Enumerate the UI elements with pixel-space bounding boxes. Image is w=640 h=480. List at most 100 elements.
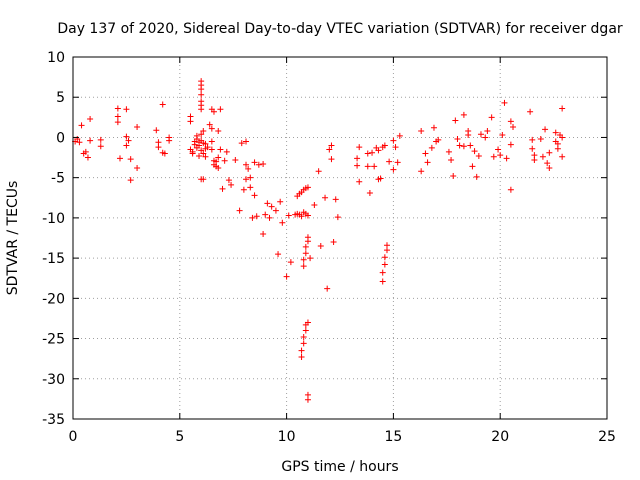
data-point	[371, 163, 378, 170]
data-point	[531, 156, 538, 163]
data-point	[198, 147, 205, 154]
data-point	[97, 136, 104, 143]
data-point	[304, 234, 311, 241]
data-point	[375, 147, 382, 154]
data-point	[450, 173, 457, 180]
data-point	[76, 139, 83, 146]
data-point	[503, 155, 510, 162]
data-point	[539, 153, 546, 160]
data-point	[266, 214, 273, 221]
y-tick-label: -20	[42, 291, 65, 307]
data-point	[424, 159, 431, 166]
data-point	[221, 157, 228, 164]
data-point	[114, 105, 121, 112]
data-point	[467, 142, 474, 149]
data-point	[322, 194, 329, 201]
data-point	[260, 230, 267, 237]
data-point	[390, 137, 397, 144]
data-point	[386, 158, 393, 165]
data-point	[356, 144, 363, 151]
data-point	[317, 243, 324, 250]
data-point	[84, 154, 91, 161]
data-point	[202, 153, 209, 160]
data-point	[268, 203, 275, 210]
data-point	[326, 146, 333, 153]
data-point	[243, 161, 250, 168]
data-point	[302, 243, 309, 250]
x-tick-label: 15	[384, 429, 402, 445]
data-point	[217, 146, 224, 153]
data-point	[255, 161, 262, 168]
data-point	[394, 159, 401, 166]
data-point	[381, 254, 388, 261]
data-point	[240, 186, 247, 193]
data-point	[238, 140, 245, 147]
y-tick-label: -5	[51, 171, 65, 187]
data-point	[206, 121, 213, 128]
data-point	[123, 106, 130, 113]
data-point	[298, 347, 305, 354]
x-tick-label: 25	[598, 429, 616, 445]
data-point	[454, 136, 461, 143]
data-point	[264, 200, 271, 207]
data-point	[452, 117, 459, 124]
data-point	[311, 202, 318, 209]
data-point	[127, 177, 134, 184]
data-point	[125, 137, 132, 144]
data-point	[123, 133, 130, 140]
data-point	[217, 106, 224, 113]
y-tick-label: 5	[56, 90, 65, 106]
data-point	[497, 152, 504, 159]
x-tick-label: 20	[491, 429, 509, 445]
data-point	[251, 192, 258, 199]
y-axis-label: SDTVAR / TECUs	[5, 181, 21, 296]
data-point	[379, 278, 386, 285]
data-points	[72, 78, 566, 403]
data-point	[200, 150, 207, 157]
data-point	[490, 153, 497, 160]
data-point	[196, 142, 203, 149]
data-point	[381, 261, 388, 268]
data-point	[328, 156, 335, 163]
data-point	[559, 134, 566, 141]
data-point	[559, 105, 566, 112]
data-point	[304, 212, 311, 219]
data-point	[307, 255, 314, 262]
data-point	[245, 165, 252, 172]
y-tick-label: -35	[42, 412, 65, 428]
data-point	[300, 256, 307, 263]
data-point	[475, 152, 482, 159]
data-point	[381, 142, 388, 149]
data-point	[247, 174, 254, 181]
data-point	[198, 86, 205, 93]
data-point	[272, 207, 279, 214]
grid-layer	[73, 57, 607, 419]
data-point	[304, 184, 311, 191]
data-point	[232, 156, 239, 163]
data-point	[495, 146, 502, 153]
data-point	[114, 119, 121, 126]
data-point	[330, 239, 337, 246]
data-point	[460, 143, 467, 150]
data-point	[554, 140, 561, 147]
x-axis-label: GPS time / hours	[281, 459, 398, 475]
data-point	[304, 319, 311, 326]
data-point	[428, 144, 435, 151]
data-point	[247, 184, 254, 191]
x-tick-label: 10	[278, 429, 296, 445]
data-point	[300, 333, 307, 340]
data-point	[208, 146, 215, 153]
data-point	[200, 128, 207, 135]
data-point	[544, 160, 551, 167]
data-point	[369, 149, 376, 156]
data-point	[285, 212, 292, 219]
data-point	[260, 160, 267, 167]
data-point	[552, 129, 559, 136]
data-point	[127, 156, 134, 163]
data-point	[198, 91, 205, 98]
data-point	[507, 141, 514, 148]
data-point	[215, 165, 222, 172]
data-point	[243, 138, 250, 145]
data-point	[215, 154, 222, 161]
